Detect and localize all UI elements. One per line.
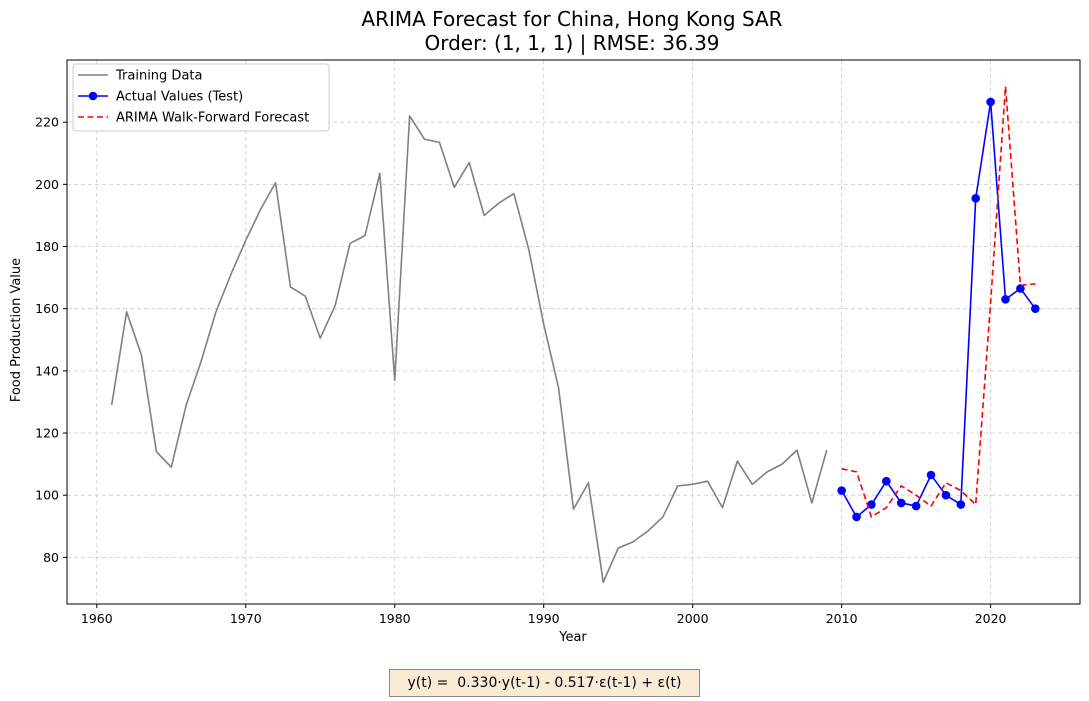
y-tick-label: 160 <box>35 301 59 316</box>
data-point-actual-values-test <box>986 97 995 107</box>
plot-frame <box>66 59 1081 605</box>
data-point-actual-values-test <box>1031 304 1040 313</box>
x-tick-label: 2010 <box>826 611 858 626</box>
y-tick-label: 100 <box>35 488 59 503</box>
equation-box: y(t) = 0.330·y(t-1) - 0.517·ε(t-1) + ε(t… <box>389 669 700 697</box>
x-tick-label: 1990 <box>528 611 560 626</box>
x-tick-label: 1960 <box>81 611 113 626</box>
series-line-training-data <box>110 115 828 584</box>
legend-marker-actual-values-test <box>88 91 98 101</box>
data-point-actual-values-test <box>852 512 861 522</box>
data-point-actual-values-test <box>882 476 891 486</box>
data-point-actual-values-test <box>837 486 846 495</box>
chart-subtitle: Order: (1, 1, 1) | RMSE: 36.39 <box>424 31 719 55</box>
y-tick-label: 80 <box>43 550 59 565</box>
series-line-arima-walk-forward-forecast <box>841 85 1036 518</box>
chart-title: ARIMA Forecast for China, Hong Kong SAR <box>361 7 782 31</box>
series-line-actual-values-test <box>840 101 1036 518</box>
data-point-actual-values-test <box>1016 284 1025 293</box>
series-layer <box>110 85 1040 584</box>
y-tick-label: 140 <box>35 363 59 378</box>
data-point-actual-values-test <box>896 498 906 508</box>
data-point-actual-values-test <box>867 500 876 509</box>
data-point-actual-values-test <box>926 470 936 480</box>
y-tick-label: 200 <box>35 177 59 192</box>
legend-label-actual-values-test: Actual Values (Test) <box>116 90 243 105</box>
data-point-actual-values-test <box>911 501 921 511</box>
data-point-actual-values-test <box>971 194 981 203</box>
y-axis-label: Food Production Value <box>9 258 24 402</box>
data-point-actual-values-test <box>956 500 966 509</box>
legend-label-arima-walk-forward-forecast: ARIMA Walk-Forward Forecast <box>116 111 309 126</box>
data-point-actual-values-test <box>941 490 951 500</box>
x-tick-label: 1980 <box>379 611 411 626</box>
legend-label-training-data: Training Data <box>115 69 202 84</box>
y-tick-label: 220 <box>35 115 59 130</box>
model-equation: y(t) = 0.330·y(t-1) - 0.517·ε(t-1) + ε(t… <box>407 675 682 691</box>
axis-ticks: 1960 1970 1980 1990 2000 2010 2020 80 100 120 140 1… <box>35 115 1006 626</box>
legend-frame <box>72 63 330 132</box>
legend: Training Data Actual Values (Test) ARIMA W… <box>72 63 330 132</box>
data-point-actual-values-test <box>1001 295 1010 304</box>
x-tick-label: 2020 <box>975 611 1007 626</box>
x-tick-label: 2000 <box>677 611 709 626</box>
x-axis-label: Year <box>558 630 587 645</box>
grid <box>67 60 1080 604</box>
y-tick-label: 180 <box>35 239 59 254</box>
y-tick-label: 120 <box>35 426 59 441</box>
x-tick-label: 1970 <box>230 611 262 626</box>
